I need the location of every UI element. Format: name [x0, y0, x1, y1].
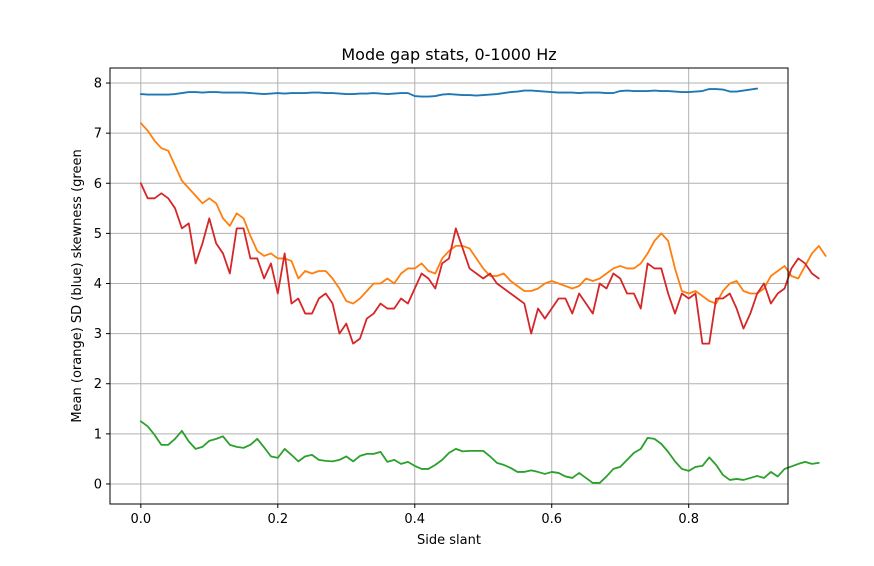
- x-axis-label: Side slant: [417, 533, 481, 548]
- y-tick-label: 8: [94, 77, 102, 92]
- y-tick-label: 7: [94, 127, 102, 142]
- y-tick-label: 0: [94, 477, 102, 492]
- y-tick-label: 5: [94, 227, 102, 242]
- y-tick-label: 1: [94, 427, 102, 442]
- chart-title: Mode gap stats, 0-1000 Hz: [341, 45, 556, 64]
- series-layer: [139, 87, 827, 484]
- series-line-4: [139, 420, 820, 484]
- plot-frame: [109, 67, 789, 505]
- y-tick-label: 3: [94, 327, 102, 342]
- x-tick-label: 0.6: [541, 512, 562, 527]
- x-tick-label: 0.0: [130, 512, 151, 527]
- y-tick-label: 4: [94, 277, 102, 292]
- x-tick-label: 0.4: [404, 512, 425, 527]
- y-axis-label: Mean (orange) SD (blue) skewness (green: [70, 149, 85, 422]
- series-line-3: [139, 182, 820, 345]
- y-tick-label: 6: [94, 177, 102, 192]
- x-axis: 0.0 0.2 0.4 0.6 0.8: [130, 504, 699, 527]
- grid-lines: [110, 68, 788, 504]
- x-tick-label: 0.2: [267, 512, 288, 527]
- y-tick-label: 2: [94, 377, 102, 392]
- x-tick-label: 0.8: [678, 512, 699, 527]
- series-line-1: [139, 87, 759, 98]
- series-line-2: [139, 122, 827, 305]
- y-axis: 0 1 2 3 4 5 6 7 8: [94, 77, 110, 492]
